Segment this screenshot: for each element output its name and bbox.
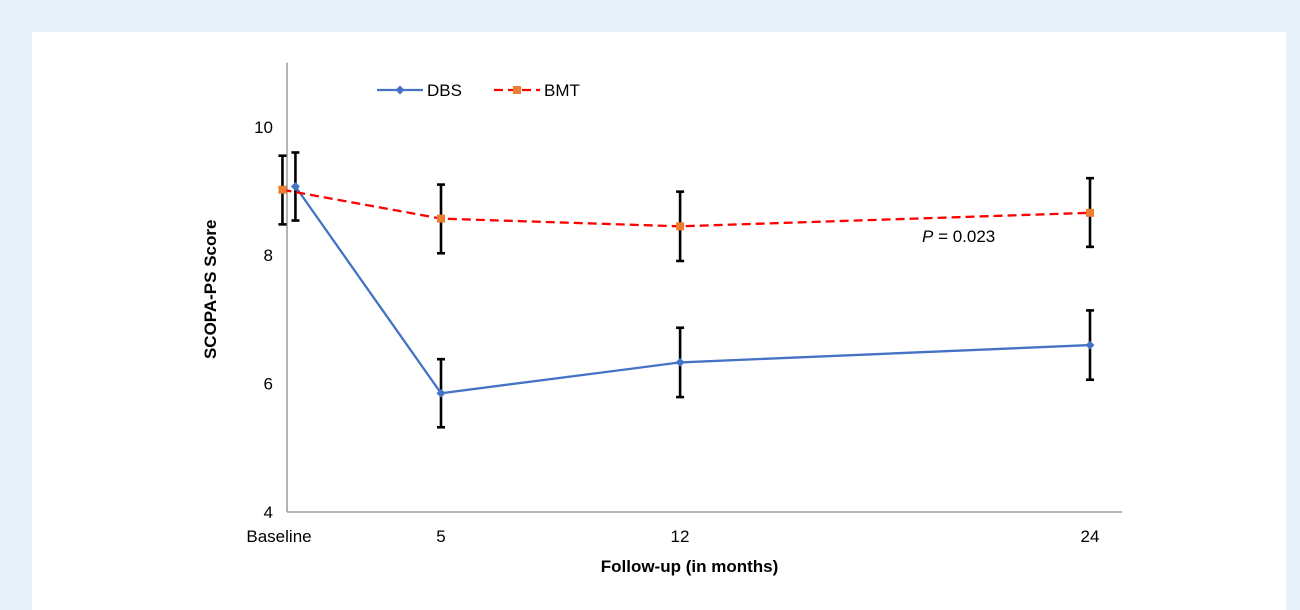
series-markers: [278, 182, 1095, 398]
p-value-symbol: P: [922, 227, 934, 246]
y-tick-label: 8: [264, 246, 273, 265]
series-lines: [282, 185, 1091, 395]
p-value-annotation: P = 0.023: [922, 227, 995, 246]
dbs-point: [1085, 340, 1095, 350]
bmt-point: [676, 222, 685, 231]
bmt-point: [1086, 208, 1094, 217]
y-tick-label: 4: [264, 503, 273, 522]
x-tick-label: 12: [671, 527, 690, 546]
bmt-point: [437, 214, 445, 223]
dbs-point: [290, 182, 300, 192]
p-value-text: = 0.023: [933, 227, 995, 246]
chart-panel: 4 6 8 10 Baseline 5 12 24 DBS BMT SCOPA-PS Score…: [32, 32, 1286, 610]
dbs-line: [294, 185, 1091, 395]
x-tick-label: 24: [1081, 527, 1100, 546]
legend-bmt-label: BMT: [544, 81, 580, 100]
legend: DBS BMT: [377, 81, 580, 100]
axes: [286, 62, 1122, 513]
chart-svg: 4 6 8 10 Baseline 5 12 24 DBS BMT SCOPA-PS Score…: [201, 62, 1122, 576]
x-tick-label: Baseline: [246, 527, 311, 546]
dbs-point: [436, 388, 446, 398]
y-tick-label: 6: [264, 375, 273, 394]
x-axis-title: Follow-up (in months): [601, 557, 779, 576]
y-axis-title: SCOPA-PS Score: [201, 220, 220, 360]
legend-dbs-marker: [395, 85, 405, 95]
tick-labels: 4 6 8 10 Baseline 5 12 24: [246, 118, 1099, 546]
bmt-point: [278, 185, 287, 194]
y-tick-label: 10: [254, 118, 273, 137]
x-tick-label: 5: [436, 527, 445, 546]
bmt-line: [282, 188, 1091, 228]
dbs-point: [675, 357, 685, 367]
legend-bmt-marker: [513, 86, 521, 94]
error-bars: [278, 151, 1094, 429]
legend-dbs-label: DBS: [427, 81, 462, 100]
